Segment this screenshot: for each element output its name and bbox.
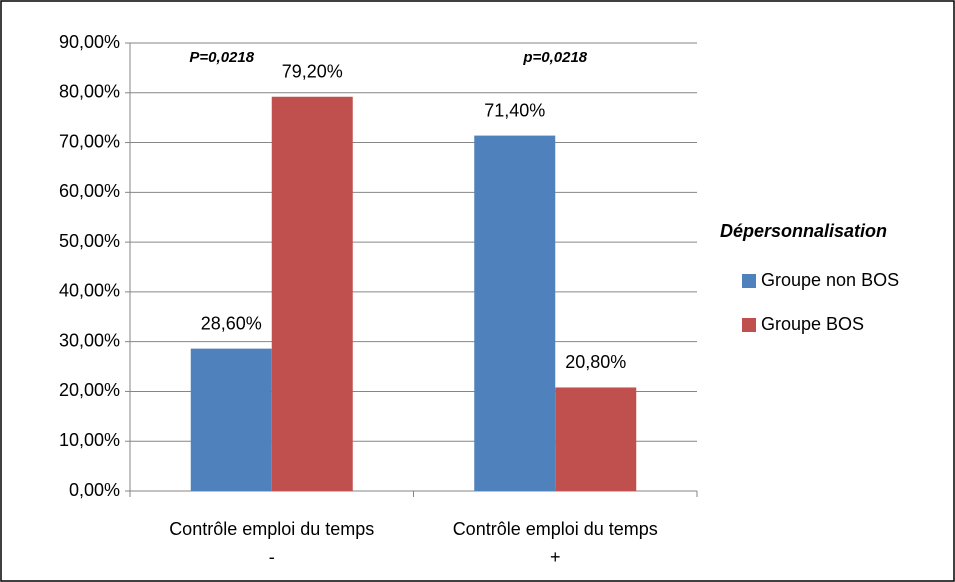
legend-title: Dépersonnalisation — [720, 221, 887, 241]
y-tick-label: 30,00% — [59, 330, 120, 350]
y-tick-label: 40,00% — [59, 281, 120, 301]
legend-swatch — [742, 318, 756, 332]
y-tick-label: 60,00% — [59, 181, 120, 201]
data-label: 79,20% — [282, 62, 343, 82]
annotation: P=0,0218 — [189, 49, 254, 66]
bar — [555, 387, 637, 491]
x-tick-label: Contrôle emploi du temps - — [169, 519, 375, 567]
legend-label: Groupe BOS — [761, 314, 864, 334]
bar — [271, 96, 353, 491]
y-tick-label: 50,00% — [59, 231, 120, 251]
data-label: 28,60% — [201, 313, 262, 333]
x-tick-label: Contrôle emploi du temps + — [452, 519, 658, 567]
annotation: p=0,0218 — [522, 49, 587, 66]
y-tick-label: 70,00% — [59, 131, 120, 151]
bar — [190, 348, 272, 491]
bar — [474, 135, 556, 491]
y-tick-label: 10,00% — [59, 430, 120, 450]
y-tick-label: 80,00% — [59, 82, 120, 102]
y-tick-label: 90,00% — [59, 32, 120, 52]
legend-label: Groupe non BOS — [761, 270, 899, 290]
y-tick-label: 20,00% — [59, 380, 120, 400]
y-tick-label: 0,00% — [69, 480, 120, 500]
data-label: 71,40% — [484, 100, 545, 120]
legend-swatch — [742, 274, 756, 288]
data-label: 20,80% — [565, 352, 626, 372]
